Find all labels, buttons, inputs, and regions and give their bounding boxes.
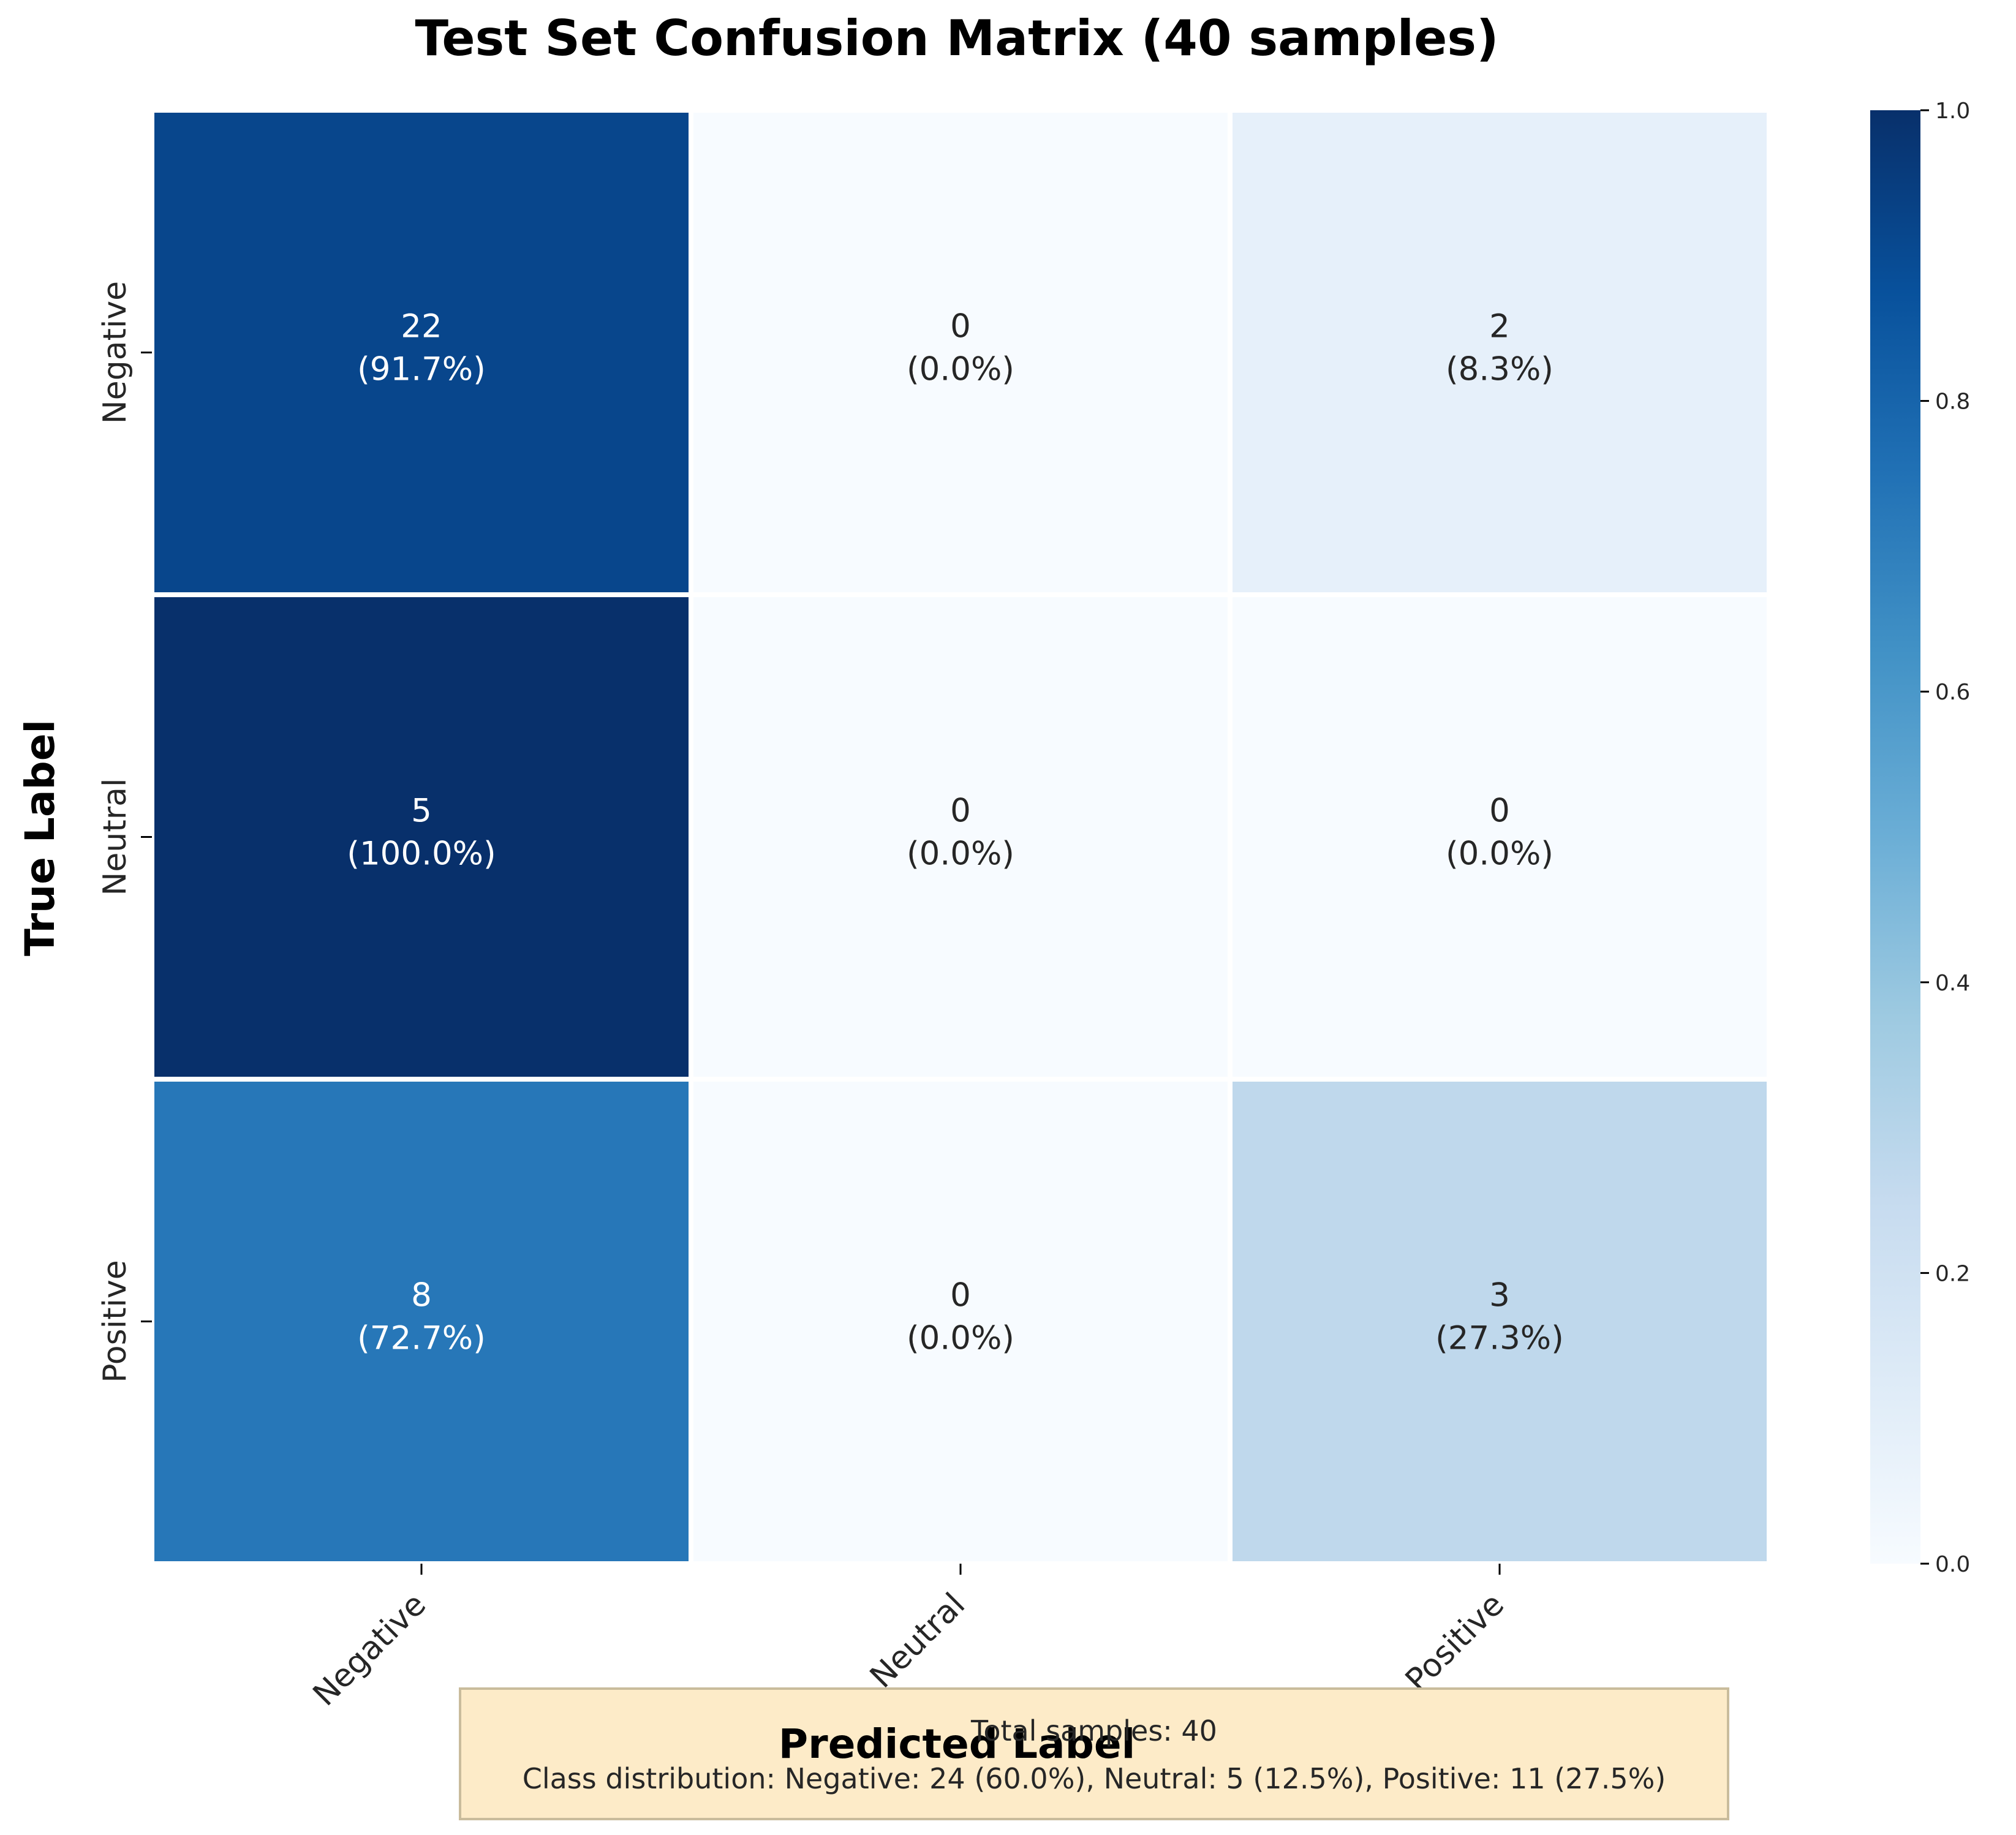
cell-percent-label: (0.0%) (907, 1320, 1014, 1357)
cell-count-label: 2 (1489, 308, 1510, 345)
cell-percent-label: (72.7%) (357, 1320, 486, 1357)
cell-percent-label: (0.0%) (907, 351, 1014, 388)
chart-title: Test Set Confusion Matrix (40 samples) (415, 10, 1498, 67)
heatmap-cell (149, 592, 693, 1082)
colorbar: 0.0 0.2 0.4 0.6 0.8 1.0 (1870, 99, 1970, 1577)
heatmap-grid: 22 (91.7%) 0 (0.0%) 2 (8.3%) 5 (100.0%) 0 (0.0%) 0… (149, 108, 1772, 1566)
colorbar-tick-label: 0.6 (1935, 680, 1970, 705)
y-axis-label: True Label (17, 720, 64, 956)
colorbar-ticks: 0.0 0.2 0.4 0.6 0.8 1.0 (1920, 99, 1970, 1577)
cell-count-label: 5 (411, 793, 432, 830)
x-axis-label: Predicted Label (779, 1720, 1135, 1768)
cell-count-label: 0 (1489, 793, 1510, 830)
summary-box (459, 1687, 1729, 1820)
heatmap-cell (149, 1077, 693, 1566)
cell-count-label: 8 (411, 1277, 432, 1314)
colorbar-tick-label: 0.0 (1935, 1552, 1970, 1577)
cell-percent-label: (8.3%) (1446, 351, 1554, 388)
colorbar-gradient (1870, 110, 1920, 1564)
cell-count-label: 0 (950, 308, 971, 345)
colorbar-tick-label: 0.2 (1935, 1261, 1970, 1286)
cell-percent-label: (91.7%) (357, 351, 486, 388)
summary-line-distribution: Class distribution: Negative: 24 (60.0%)… (523, 1762, 1666, 1795)
colorbar-tick-label: 1.0 (1935, 99, 1970, 124)
cell-count-label: 0 (950, 1277, 971, 1314)
summary-annotation: Predicted Label Total samples: 40 Class … (459, 1687, 1729, 1820)
cell-percent-label: (27.3%) (1435, 1320, 1564, 1357)
y-tick-label: Positive (97, 1260, 134, 1382)
summary-line-total: Total samples: 40 (970, 1714, 1217, 1747)
colorbar-tick-label: 0.4 (1935, 971, 1970, 996)
heatmap-cell (1228, 108, 1772, 597)
heatmap-cell (149, 108, 693, 597)
heatmap-cell (689, 1077, 1233, 1566)
cell-count-label: 22 (401, 308, 442, 345)
cell-count-label: 3 (1489, 1277, 1510, 1314)
cell-percent-label: (100.0%) (347, 835, 496, 873)
cell-percent-label: (0.0%) (1446, 835, 1554, 873)
cell-percent-label: (0.0%) (907, 835, 1014, 873)
heatmap-cell (689, 108, 1233, 597)
y-tick-label: Neutral (97, 778, 134, 896)
y-tick-label: Negative (97, 281, 134, 424)
cell-count-label: 0 (950, 793, 971, 830)
y-axis-ticks: Negative Neutral Positive (97, 281, 152, 1383)
heatmap-cell (1228, 1077, 1772, 1566)
colorbar-tick-label: 0.8 (1935, 390, 1970, 415)
